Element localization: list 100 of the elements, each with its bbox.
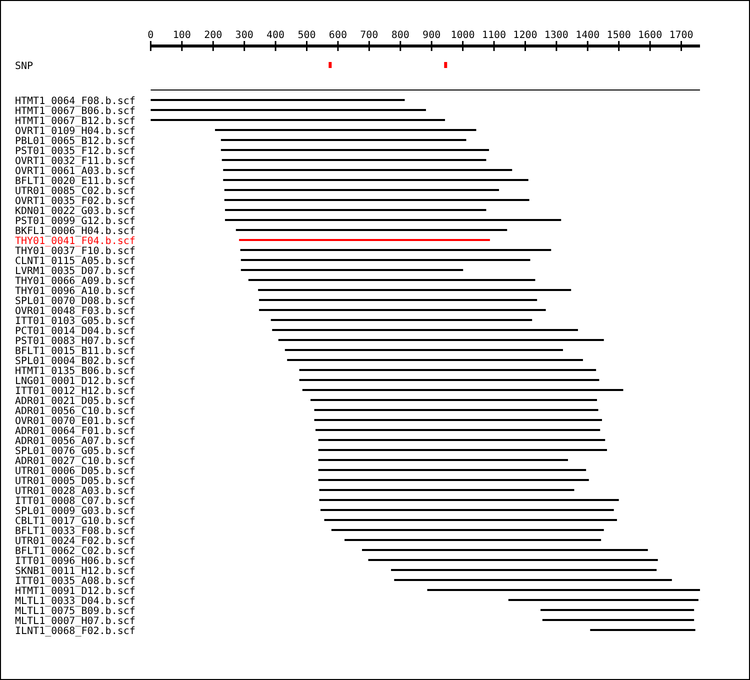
bar — [314, 419, 602, 421]
y-tick-label: ITT01_0096_H06.b.scf — [15, 556, 136, 567]
bar — [224, 219, 562, 221]
y-tick-label: PST01_0099_G12.b.scf — [15, 216, 136, 227]
bar — [344, 539, 602, 541]
bar — [324, 519, 617, 521]
y-tick-label: UTR01_0024_F02.b.scf — [15, 536, 136, 547]
bar — [299, 379, 600, 381]
y-tick-label: ADR01_0056_A07.b.scf — [15, 436, 136, 447]
bar — [150, 109, 426, 111]
bar — [287, 359, 583, 361]
bar — [318, 479, 589, 481]
x-tick-label: 400 — [266, 30, 285, 41]
bar — [331, 529, 604, 531]
x-tick-label: 500 — [298, 30, 316, 41]
x-tick-label: 700 — [360, 30, 378, 41]
y-tick-label: PST01_0083_H07.b.scf — [15, 336, 136, 347]
bar — [222, 159, 486, 161]
bar — [150, 99, 405, 101]
bar — [314, 409, 598, 411]
bar — [318, 459, 568, 461]
bar — [590, 629, 696, 631]
bar — [272, 329, 578, 331]
y-tick-label: UTR01_0028_A03.b.scf — [15, 486, 136, 497]
y-tick-label: SPL01_0076_G05.b.scf — [15, 446, 136, 457]
bar — [320, 509, 614, 511]
y-tick-label: THY01_0037_F10.b.scf — [15, 246, 136, 257]
bar — [310, 399, 598, 401]
y-tick-label: OVRT1_0035_F02.b.scf — [15, 196, 136, 207]
y-tick-label: ITT01_0008_C07.b.scf — [15, 496, 136, 507]
y-tick-label: SPL01_0070_D08.b.scf — [15, 296, 136, 307]
x-tick-label: 1200 — [513, 30, 538, 41]
bar — [258, 289, 572, 291]
x-tick-label: 1600 — [638, 30, 662, 41]
y-tick-label: OVR01_0048_F03.b.scf — [15, 306, 136, 317]
y-tick-label: ADR01_0021_D05.b.scf — [15, 396, 136, 407]
bar — [368, 559, 658, 561]
bar — [315, 429, 600, 431]
y-tick-label: ADR01_0056_C10.b.scf — [15, 406, 136, 417]
y-tick-label: KDN01_0022_G03.b.scf — [15, 206, 136, 217]
bar — [248, 279, 536, 281]
bar — [278, 339, 604, 341]
y-tick-label: ADR01_0027_C10.b.scf — [15, 456, 136, 467]
y-tick-label: BFLT1_0015_B11.b.scf — [15, 346, 136, 357]
x-tick-label: 0 — [148, 30, 154, 41]
x-tick-label: 1000 — [450, 30, 475, 41]
y-tick-label: BFLT1_0020_E11.b.scf — [15, 176, 136, 187]
bar — [540, 609, 694, 611]
bar — [318, 449, 607, 451]
y-tick-label: SPL01_0004_B02.b.scf — [15, 356, 136, 367]
y-tick-label: PST01_0035_F12.b.scf — [15, 146, 136, 157]
bar — [259, 299, 538, 301]
bar — [240, 249, 552, 251]
y-tick-label: LVRM1_0035_D07.b.scf — [15, 266, 136, 277]
bar — [394, 579, 672, 581]
bar — [214, 129, 476, 131]
y-tick-label: SKNB1_0011_H12.b.scf — [15, 566, 136, 577]
bar — [236, 229, 508, 231]
y-tick-label: OVRT1_0032_F11.b.scf — [15, 156, 136, 167]
y-tick-label: OVRT1_0061_A03.b.scf — [15, 166, 136, 177]
y-tick-label: OVR01_0070_E01.b.scf — [15, 416, 136, 427]
bar — [319, 489, 574, 491]
y-tick-label: THY01_0066_A09.b.scf — [15, 276, 136, 287]
y-tick-label: MLTL1_0007_H07.b.scf — [15, 616, 136, 627]
bar — [319, 499, 619, 501]
bar — [302, 389, 624, 391]
bar — [223, 179, 528, 181]
x-tick-label: 1500 — [606, 30, 631, 41]
y-tick-label: UTR01_0005_D05.b.scf — [15, 476, 136, 487]
x-tick-label: 1100 — [482, 30, 506, 41]
x-tick-label: 200 — [204, 30, 222, 41]
bar — [270, 319, 532, 321]
y-tick-label: CLNT1_0115_A05.b.scf — [15, 256, 136, 267]
bar — [220, 139, 466, 141]
y-tick-label: PCT01_0014_D04.b.scf — [15, 326, 136, 337]
x-tick-label: 1400 — [576, 30, 600, 41]
bar — [284, 349, 563, 351]
y-tick-label: HTMT1_0135_B06.b.scf — [15, 366, 136, 377]
y-tick-label: SPL01_0009_G03.b.scf — [15, 506, 136, 517]
bar — [220, 149, 490, 151]
y-tick-label: CBLT1_0017_G10.b.scf — [15, 516, 136, 527]
bar — [542, 619, 694, 621]
bar — [318, 439, 606, 441]
y-tick-label: HTMT1_0091_D12.b.scf — [15, 586, 136, 597]
x-tick-label: 300 — [235, 30, 254, 41]
y-tick-label: HTMT1_0064_F08.b.scf — [15, 96, 136, 107]
bar — [299, 369, 596, 371]
y-tick-label: LNG01_0001_D12.b.scf — [15, 376, 136, 387]
bar — [427, 589, 700, 591]
bar — [224, 199, 530, 201]
y-tick-label: OVRT1_0109_H04.b.scf — [15, 126, 136, 137]
x-tick-label: 100 — [172, 30, 191, 41]
y-tick-label: BKFL1_0006_H04.b.scf — [15, 226, 136, 237]
bar — [240, 259, 530, 261]
bar — [239, 239, 490, 241]
x-tick-label: 900 — [422, 30, 441, 41]
y-tick-label: ILNT1_0068_F02.b.scf — [15, 626, 136, 637]
bar — [362, 549, 648, 551]
bar — [240, 269, 464, 271]
x-tick-label: 800 — [391, 30, 410, 41]
